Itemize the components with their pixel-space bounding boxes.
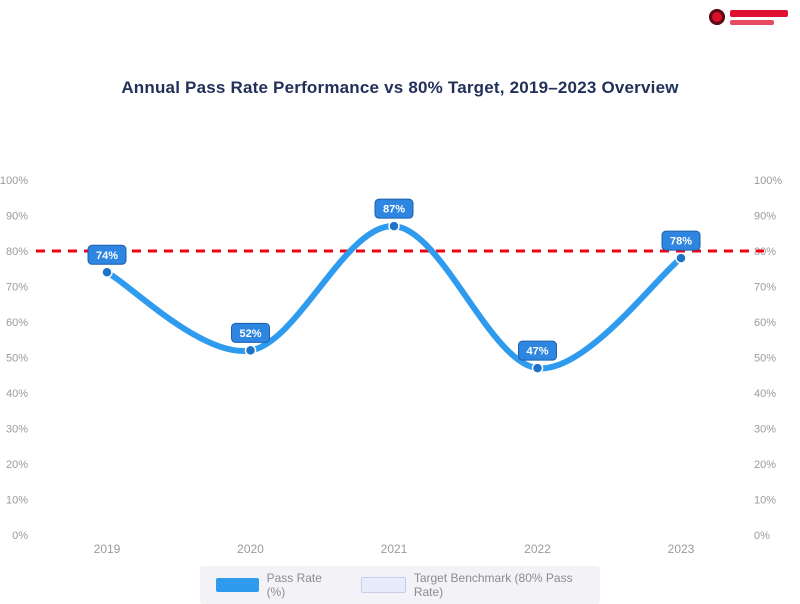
chart-title: Annual Pass Rate Performance vs 80% Targ… [121, 78, 679, 97]
data-label-text: 74% [96, 250, 118, 262]
x-axis-label: 2021 [381, 542, 408, 556]
pass-rate-line [104, 223, 684, 372]
y-axis-tick-left: 80% [6, 246, 28, 258]
data-label-box [374, 198, 414, 219]
brand-logo [709, 9, 788, 25]
y-axis-tick-right: 60% [754, 317, 776, 329]
data-label-box [661, 230, 701, 251]
data-label-text: 52% [239, 328, 261, 340]
data-label-text: 87% [383, 204, 405, 216]
data-label-box [518, 340, 557, 361]
data-point-marker [244, 344, 257, 357]
y-axis-tick-right: 20% [754, 459, 776, 471]
y-axis-tick-left: 90% [6, 211, 28, 223]
y-axis-tick-left: 100% [0, 175, 28, 187]
legend-label-pass-rate: Pass Rate (%) [266, 571, 322, 599]
data-label-text: 47% [526, 346, 548, 358]
data-point-marker [388, 220, 400, 232]
brand-logo-wordmark [730, 9, 788, 25]
data-label-box [87, 244, 127, 265]
y-axis-tick-left: 20% [6, 459, 28, 471]
legend-swatch-pass-rate [216, 578, 259, 592]
y-axis-tick-right: 50% [754, 353, 776, 365]
y-axis-tick-left: 70% [6, 282, 28, 294]
y-axis-tick-right: 80% [754, 246, 776, 258]
legend-swatch-target [361, 577, 406, 593]
legend-item-target: Target Benchmark (80% Pass Rate) [361, 571, 584, 599]
x-axis-label: 2022 [524, 542, 551, 556]
y-axis-tick-left: 60% [6, 317, 28, 329]
y-axis-tick-left: 50% [6, 353, 28, 365]
x-axis-label: 2019 [94, 542, 121, 556]
y-axis-tick-right: 30% [754, 424, 776, 436]
x-axis-label: 2023 [668, 542, 695, 556]
data-label-box [231, 322, 270, 343]
y-axis-tick-left: 30% [6, 424, 28, 436]
y-axis-tick-left: 0% [12, 530, 28, 542]
y-axis-tick-right: 10% [754, 495, 776, 507]
y-axis-tick-left: 10% [6, 495, 28, 507]
y-axis-tick-left: 40% [6, 388, 28, 400]
y-axis-tick-right: 0% [754, 530, 770, 542]
data-label-text: 78% [670, 236, 692, 248]
y-axis-tick-right: 100% [754, 175, 782, 187]
legend-label-target: Target Benchmark (80% Pass Rate) [413, 571, 573, 599]
legend-item-pass-rate: Pass Rate (%) [216, 571, 335, 599]
y-axis-tick-right: 40% [754, 388, 776, 400]
data-point-marker [531, 362, 544, 374]
data-point-marker [101, 266, 113, 279]
y-axis-tick-right: 70% [754, 282, 776, 294]
x-axis-label: 2020 [237, 542, 264, 556]
brand-logo-icon [709, 9, 725, 25]
chart-legend: Pass Rate (%) Target Benchmark (80% Pass… [200, 566, 600, 604]
y-axis-tick-right: 90% [754, 211, 776, 223]
data-point-marker [675, 252, 687, 264]
